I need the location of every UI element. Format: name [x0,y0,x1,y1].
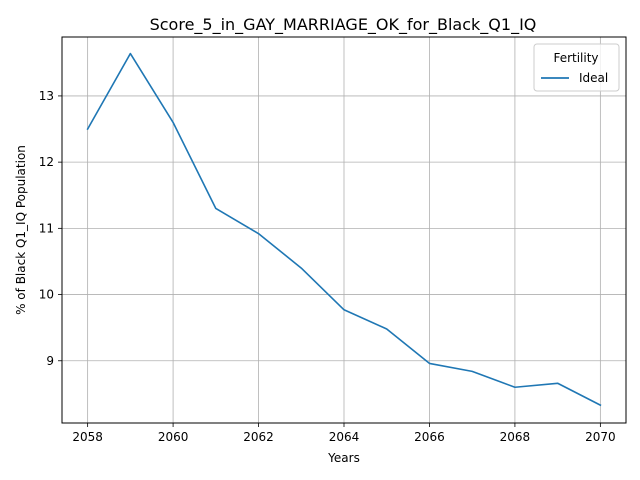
legend: Fertility Ideal [533,43,620,92]
y-tick-label: 9 [46,354,54,368]
y-tick-label: 13 [39,89,54,103]
y-tick-label: 10 [39,288,54,302]
y-tick-label: 11 [39,221,54,235]
x-tick-label: 2064 [329,430,360,444]
y-tick-label: 12 [39,155,54,169]
x-tick-label: 2062 [243,430,274,444]
x-axis-label: Years [327,451,360,465]
x-tick-label: 2060 [158,430,189,444]
x-axis-ticks: 2058 2060 2062 2064 2066 2068 2070 [72,423,616,444]
y-axis-label: % of Black Q1_IQ Population [14,145,28,315]
series-line-ideal [86,52,602,407]
legend-box [533,43,620,92]
grid-lines [62,37,626,423]
x-tick-label: 2066 [414,430,445,444]
x-tick-label: 2058 [72,430,103,444]
legend-label-ideal: Ideal [579,71,608,85]
y-axis-ticks: 9 10 11 12 13 [39,89,62,368]
x-tick-label: 2070 [585,430,616,444]
legend-title: Fertility [553,51,598,65]
series-layer [86,52,602,407]
chart-title: Score_5_in_GAY_MARRIAGE_OK_for_Black_Q1_… [150,15,537,35]
x-tick-label: 2068 [500,430,531,444]
